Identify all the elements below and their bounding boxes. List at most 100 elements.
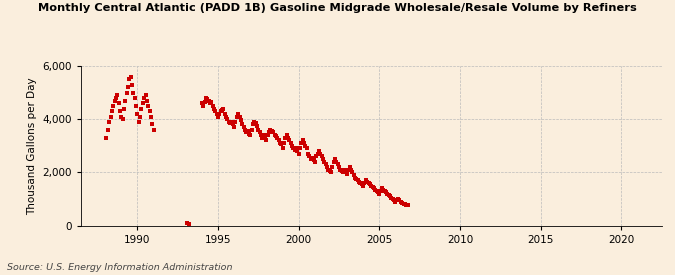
Point [206,100,217,104]
Point [198,104,209,108]
Point [141,98,152,103]
Point [134,120,144,124]
Point [137,101,148,105]
Point [401,203,412,207]
Y-axis label: Thousand Gallons per Day: Thousand Gallons per Day [27,77,37,214]
Point [119,106,130,111]
Point [379,189,390,193]
Point [356,182,367,186]
Point [269,133,280,137]
Point [323,167,333,172]
Point [219,112,230,116]
Point [238,125,249,129]
Point [364,182,375,186]
Point [280,136,291,140]
Point [127,82,138,87]
Point [354,179,364,184]
Point [218,106,229,111]
Point [144,109,155,113]
Point [128,90,139,95]
Point [145,114,156,119]
Point [143,104,154,108]
Point [260,136,271,140]
Point [268,130,279,135]
Point [374,191,385,196]
Point [229,125,240,129]
Point [227,122,238,127]
Point [264,130,275,135]
Point [378,188,389,192]
Point [288,146,299,151]
Point [116,114,127,119]
Point [381,190,392,194]
Point [131,104,142,108]
Point [338,170,348,175]
Point [132,112,143,116]
Point [301,146,312,151]
Point [292,149,303,153]
Point [252,124,263,128]
Point [317,157,328,161]
Point [294,146,305,151]
Point [200,96,211,100]
Point [355,181,366,185]
Point [308,158,319,163]
Point [245,133,256,137]
Point [248,122,259,127]
Point [290,147,300,152]
Point [275,141,286,145]
Point [253,128,264,132]
Point [344,165,355,169]
Point [209,106,219,111]
Point [393,197,404,201]
Point [277,146,288,151]
Point [296,141,307,145]
Point [271,134,281,139]
Point [294,152,304,156]
Point [392,198,402,202]
Point [335,167,346,172]
Point [386,195,397,200]
Point [222,117,233,121]
Point [351,177,362,181]
Point [140,93,151,97]
Point [126,75,136,79]
Point [279,141,290,145]
Point [340,170,351,175]
Point [332,162,343,167]
Point [397,201,408,205]
Point [321,165,332,169]
Point [276,142,287,147]
Point [123,85,134,89]
Point [324,169,335,173]
Point [281,133,292,137]
Point [358,183,369,188]
Point [297,138,308,143]
Point [305,157,316,161]
Point [298,141,309,145]
Point [390,199,401,204]
Point [182,221,192,225]
Point [196,101,207,105]
Point [213,114,223,119]
Point [362,179,373,184]
Point [267,129,277,133]
Point [373,190,383,194]
Point [210,109,221,113]
Point [394,198,405,202]
Point [375,189,386,193]
Point [244,131,254,136]
Point [366,183,377,188]
Point [309,160,320,164]
Point [130,96,140,100]
Point [108,104,119,108]
Point [312,152,323,156]
Text: Source: U.S. Energy Information Administration: Source: U.S. Energy Information Administ… [7,263,232,272]
Point [359,181,370,185]
Point [105,114,116,119]
Point [261,138,272,143]
Point [115,109,126,113]
Point [237,122,248,127]
Point [387,197,398,201]
Point [254,130,265,135]
